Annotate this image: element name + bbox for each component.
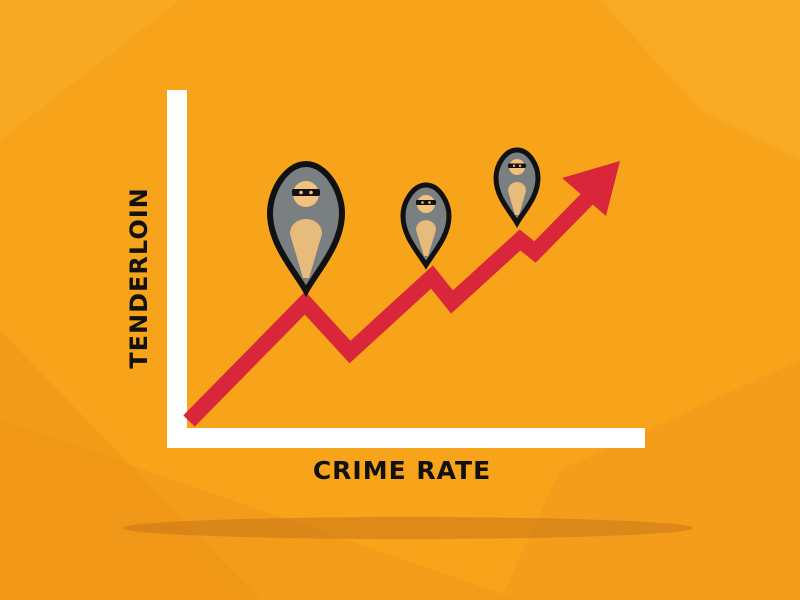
background-facet [0, 0, 180, 140]
criminal-location-pin-icon [493, 147, 541, 228]
background-facet [0, 420, 520, 600]
y-axis-label: TENDERLOIN [125, 187, 153, 369]
ground-shadow [123, 517, 693, 539]
criminal-location-pin-icon [400, 182, 452, 270]
criminal-location-pin-icon [266, 160, 346, 298]
x-axis [167, 428, 645, 448]
background-facet [600, 0, 800, 160]
x-axis-label: CRIME RATE [313, 456, 491, 485]
trend-up-arrow-icon [183, 161, 620, 427]
background-facet [500, 360, 800, 600]
y-axis [167, 90, 187, 448]
